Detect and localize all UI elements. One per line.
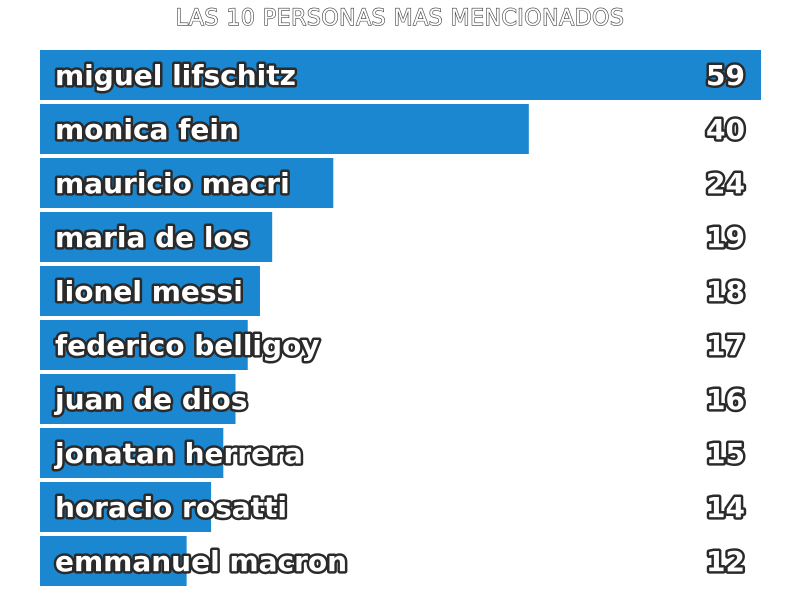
bar-label-3: mauricio macri bbox=[55, 167, 290, 200]
bar-label-8: jonatan herrera bbox=[54, 437, 303, 470]
value-label-7: 16 bbox=[706, 383, 745, 416]
bar-label-6: federico belligoy bbox=[55, 329, 320, 362]
chart-title: LAS 10 PERSONAS MAS MENCIONADOS bbox=[175, 5, 625, 31]
value-label-8: 15 bbox=[706, 437, 745, 470]
value-label-3: 24 bbox=[706, 167, 745, 200]
value-label-1: 59 bbox=[706, 59, 745, 92]
bar-4 bbox=[40, 212, 273, 262]
bar-3 bbox=[40, 158, 334, 208]
bar-10 bbox=[40, 536, 187, 586]
bar-label-9: horacio rosatti bbox=[55, 491, 287, 524]
value-label-2: 40 bbox=[706, 113, 745, 146]
bar-7 bbox=[40, 374, 236, 424]
labels-layer: miguel lifschitz 59 monica fein 40 mauricio … bbox=[52, 57, 748, 581]
bar-2 bbox=[40, 104, 529, 154]
bar-label-10: emmanuel macron bbox=[55, 545, 347, 578]
value-label-10: 12 bbox=[706, 545, 745, 578]
value-label-9: 14 bbox=[706, 491, 745, 524]
bars-layer bbox=[40, 50, 761, 586]
bar-label-5: lionel messi bbox=[55, 275, 243, 308]
bar-label-4: maria de los bbox=[55, 221, 249, 254]
bar-label-7: juan de dios bbox=[54, 383, 247, 416]
bar-9 bbox=[40, 482, 212, 532]
value-label-4: 19 bbox=[706, 221, 745, 254]
bar-label-1: miguel lifschitz bbox=[55, 59, 296, 92]
bar-5 bbox=[40, 266, 260, 316]
bar-6 bbox=[40, 320, 248, 370]
bar-8 bbox=[40, 428, 224, 478]
bar-1 bbox=[40, 50, 761, 100]
value-label-6: 17 bbox=[706, 329, 745, 362]
value-label-5: 18 bbox=[706, 275, 745, 308]
bar-label-2: monica fein bbox=[55, 113, 239, 146]
